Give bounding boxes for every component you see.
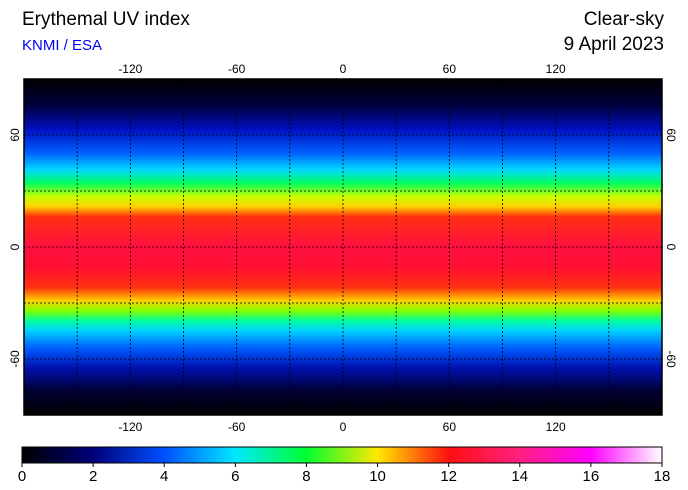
colorbar-tick-label: 4 bbox=[160, 468, 168, 485]
colorbar-tick-label: 6 bbox=[231, 468, 239, 485]
x-tick-label: -120 bbox=[118, 420, 142, 434]
colorbar-tick-label: 16 bbox=[583, 468, 600, 485]
x-tick-label: -60 bbox=[228, 62, 246, 76]
colorbar-tick-label: 0 bbox=[18, 468, 26, 485]
colorbar-tick-label: 2 bbox=[89, 468, 97, 485]
x-tick-label: 60 bbox=[443, 62, 457, 76]
colorbar-tick-label: 8 bbox=[302, 468, 310, 485]
x-tick-label: 120 bbox=[546, 62, 566, 76]
x-tick-label: 120 bbox=[546, 420, 566, 434]
source: KNMI / ESA bbox=[22, 37, 102, 54]
y-tick-label: -60 bbox=[8, 350, 22, 368]
x-tick-label: 0 bbox=[340, 420, 347, 434]
y-tick-label: 60 bbox=[664, 128, 678, 142]
colorbar-tick-label: 14 bbox=[511, 468, 528, 485]
x-tick-label: 0 bbox=[340, 62, 347, 76]
x-tick-label: -60 bbox=[228, 420, 246, 434]
x-tick-label: -120 bbox=[118, 62, 142, 76]
colorbar-tick-label: 10 bbox=[369, 468, 386, 485]
map-frame bbox=[23, 78, 663, 416]
y-tick-label: -60 bbox=[664, 350, 678, 368]
colorbar-tick-label: 18 bbox=[654, 468, 671, 485]
condition: Clear-sky bbox=[584, 9, 665, 30]
colorbar-tick-label: 12 bbox=[440, 468, 457, 485]
date: 9 April 2023 bbox=[564, 34, 664, 55]
y-tick-label: 0 bbox=[664, 244, 678, 251]
x-tick-label: 60 bbox=[443, 420, 457, 434]
colorbar bbox=[21, 446, 663, 464]
y-tick-label: 0 bbox=[8, 243, 22, 250]
y-tick-label: 60 bbox=[8, 128, 22, 142]
title: Erythemal UV index bbox=[22, 9, 190, 30]
